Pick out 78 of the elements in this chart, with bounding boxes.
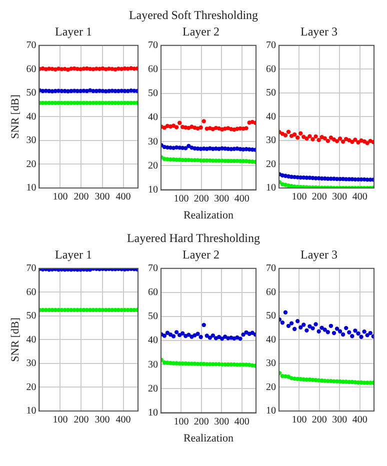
x-tick-label: 200 <box>312 192 327 203</box>
y-tick-label: 60 <box>26 64 36 75</box>
y-axis-title: SNR [dB] <box>9 94 22 139</box>
y-tick-label: 30 <box>266 135 276 146</box>
y-tick-label: 60 <box>266 64 276 75</box>
y-tick-label: 20 <box>266 158 276 170</box>
x-tick-label: 100 <box>52 192 68 203</box>
y-tick-label: 50 <box>148 311 158 322</box>
x-tick-label: 400 <box>352 414 368 426</box>
y-tick-label: 40 <box>266 111 276 122</box>
x-tick-label: 400 <box>234 193 250 204</box>
x-tick-label: 300 <box>214 193 230 204</box>
x-tick-label: 200 <box>312 414 327 426</box>
x-tick-label: 100 <box>292 414 307 426</box>
chart-title: Layer 2 <box>182 247 220 262</box>
y-tick-label: 20 <box>26 158 36 170</box>
x-axis-title: Realization <box>183 209 234 222</box>
x-tick-label: 400 <box>116 414 131 426</box>
x-axis-title: Realization <box>183 432 234 444</box>
y-tick-label: 30 <box>148 359 158 370</box>
x-tick-label: 200 <box>194 193 209 204</box>
x-tick-label: 100 <box>174 193 189 204</box>
y-tick-label: 50 <box>26 88 36 99</box>
x-tick-label: 400 <box>116 192 131 203</box>
y-tick-label: 50 <box>266 310 276 322</box>
y-tick-label: 70 <box>148 40 158 52</box>
y-tick-label: 20 <box>266 382 276 393</box>
y-tick-label: 20 <box>26 382 36 393</box>
x-tick-label: 400 <box>234 416 250 428</box>
x-tick-label: 400 <box>352 192 368 203</box>
y-tick-label: 20 <box>148 383 158 394</box>
x-tick-label: 200 <box>194 416 209 428</box>
text: Layered Hard Thresholding <box>126 231 262 246</box>
y-tick-label: 40 <box>148 112 158 124</box>
y-tick-label: 70 <box>148 263 158 274</box>
chart-title: Layer 3 <box>300 24 338 38</box>
y-tick-label: 60 <box>26 286 36 298</box>
y-tick-label: 10 <box>148 184 158 196</box>
y-tick-label: 20 <box>148 160 158 172</box>
x-tick-label: 100 <box>52 414 68 426</box>
chart-title: Layer 1 <box>55 247 92 262</box>
y-tick-label: 50 <box>148 88 158 100</box>
y-tick-label: 70 <box>26 263 36 274</box>
y-tick-label: 60 <box>148 64 158 76</box>
x-tick-label: 300 <box>332 414 348 426</box>
y-tick-label: 30 <box>26 135 36 146</box>
y-tick-label: 10 <box>26 406 36 417</box>
y-tick-label: 10 <box>148 407 158 418</box>
x-tick-label: 100 <box>292 192 307 203</box>
x-tick-label: 100 <box>174 416 189 428</box>
chart-title: Layer 2 <box>182 24 220 38</box>
y-tick-label: 40 <box>26 111 36 122</box>
y-tick-label: 60 <box>266 286 276 298</box>
y-axis-title: SNR [dB] <box>9 318 22 362</box>
y-tick-label: 70 <box>266 263 276 274</box>
chart-title: Layer 1 <box>55 24 92 38</box>
y-tick-label: 10 <box>26 182 36 194</box>
y-tick-label: 70 <box>266 40 276 52</box>
x-tick-label: 300 <box>94 414 110 426</box>
y-tick-label: 10 <box>266 406 276 417</box>
y-tick-label: 30 <box>266 358 276 370</box>
y-tick-label: 70 <box>26 40 36 52</box>
y-tick-label: 40 <box>266 334 276 346</box>
y-tick-label: 30 <box>26 358 36 370</box>
y-tick-label: 30 <box>148 136 158 148</box>
x-tick-label: 200 <box>74 192 89 203</box>
text: Layered Soft Thresholding <box>128 8 260 23</box>
x-tick-label: 300 <box>94 192 110 203</box>
x-tick-label: 300 <box>332 192 348 203</box>
x-tick-label: 300 <box>214 416 230 428</box>
y-tick-label: 40 <box>26 334 36 346</box>
y-tick-label: 10 <box>266 182 276 194</box>
y-tick-label: 50 <box>266 88 276 99</box>
chart-title: Layer 3 <box>300 247 338 262</box>
y-tick-label: 40 <box>148 335 158 346</box>
y-tick-label: 50 <box>26 310 36 322</box>
x-tick-label: 200 <box>74 414 89 426</box>
y-tick-label: 60 <box>148 287 158 298</box>
